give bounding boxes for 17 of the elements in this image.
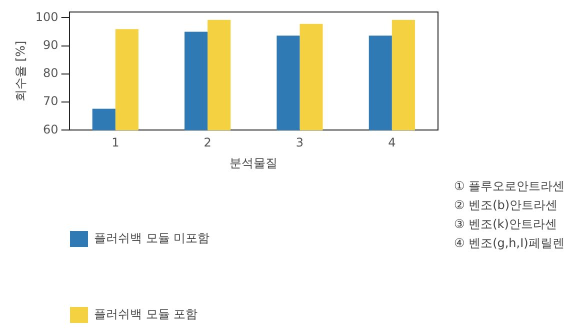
- y-tick-label: 70: [43, 94, 58, 108]
- text: ② 벤조(b)안트라센: [454, 198, 558, 212]
- text: ④ 벤조(g,h,I)페릴렌: [454, 236, 564, 250]
- text: ① 플루오로안트라센: [454, 179, 565, 194]
- y-tick-label: 60: [43, 122, 58, 136]
- x-tick-label: 2: [204, 136, 212, 150]
- y-tick-label: 90: [43, 38, 58, 52]
- y-tick-label: 80: [43, 66, 58, 80]
- x-tick-label: 1: [112, 136, 120, 150]
- x-tick-label: 3: [296, 136, 304, 150]
- y-tick-label: 100: [35, 10, 58, 24]
- legend-label: 플러쉬백 모듈 포함: [94, 307, 198, 322]
- x-tick-label: 4: [388, 136, 396, 150]
- y-axis-title: 회수율 [%]: [13, 40, 28, 102]
- x-axis-title: 분석물질: [230, 156, 278, 170]
- legend-label: 플러쉬백 모듈 미포함: [94, 231, 210, 246]
- text: ③ 벤조(k)안트라센: [454, 217, 557, 232]
